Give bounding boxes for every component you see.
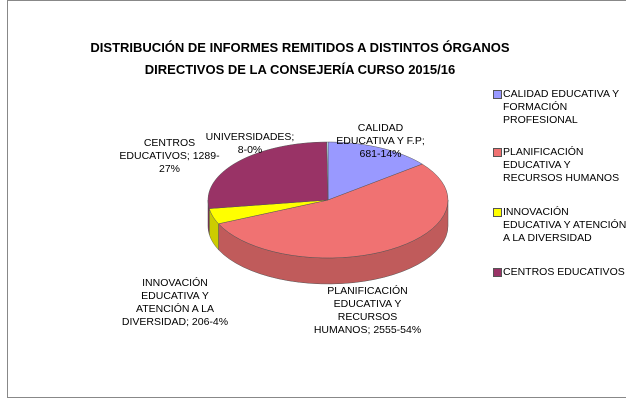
- legend-swatch: [493, 148, 502, 157]
- legend-label: INNOVACIÓN EDUCATIVA Y ATENCIÓN A LA DIV…: [503, 206, 626, 244]
- legend-label: CENTROS EDUCATIVOS: [503, 266, 625, 278]
- data-label: CENTROS EDUCATIVOS; 1289-27%: [119, 137, 220, 175]
- chart-title: DISTRIBUCIÓN DE INFORMES REMITIDOS A DIS…: [90, 40, 510, 77]
- legend-swatch: [493, 208, 502, 217]
- legend-swatch: [493, 268, 502, 277]
- legend-label: PLANIFICACIÓN EDUCATIVA Y RECURSOS HUMAN…: [503, 146, 620, 184]
- data-label: UNIVERSIDADES; 8-0%: [205, 131, 295, 156]
- pie-slice: [218, 163, 449, 259]
- frame: [7, 0, 626, 398]
- data-label: INNOVACIÓN EDUCATIVA Y ATENCIÓN A LA DIV…: [121, 277, 229, 328]
- pie-slice: [326, 141, 329, 201]
- legend-swatch: [493, 90, 502, 99]
- pie-slice: [207, 141, 329, 209]
- data-label: PLANIFICACIÓN EDUCATIVA Y RECURSOS HUMAN…: [313, 285, 422, 336]
- legend-label: CALIDAD EDUCATIVA Y FORMACIÓN PROFESIONA…: [503, 88, 619, 126]
- pie-slice: [327, 141, 423, 201]
- data-label: CALIDAD EDUCATIVA Y F.P; 681-14%: [336, 122, 425, 160]
- pie-slice: [208, 199, 329, 225]
